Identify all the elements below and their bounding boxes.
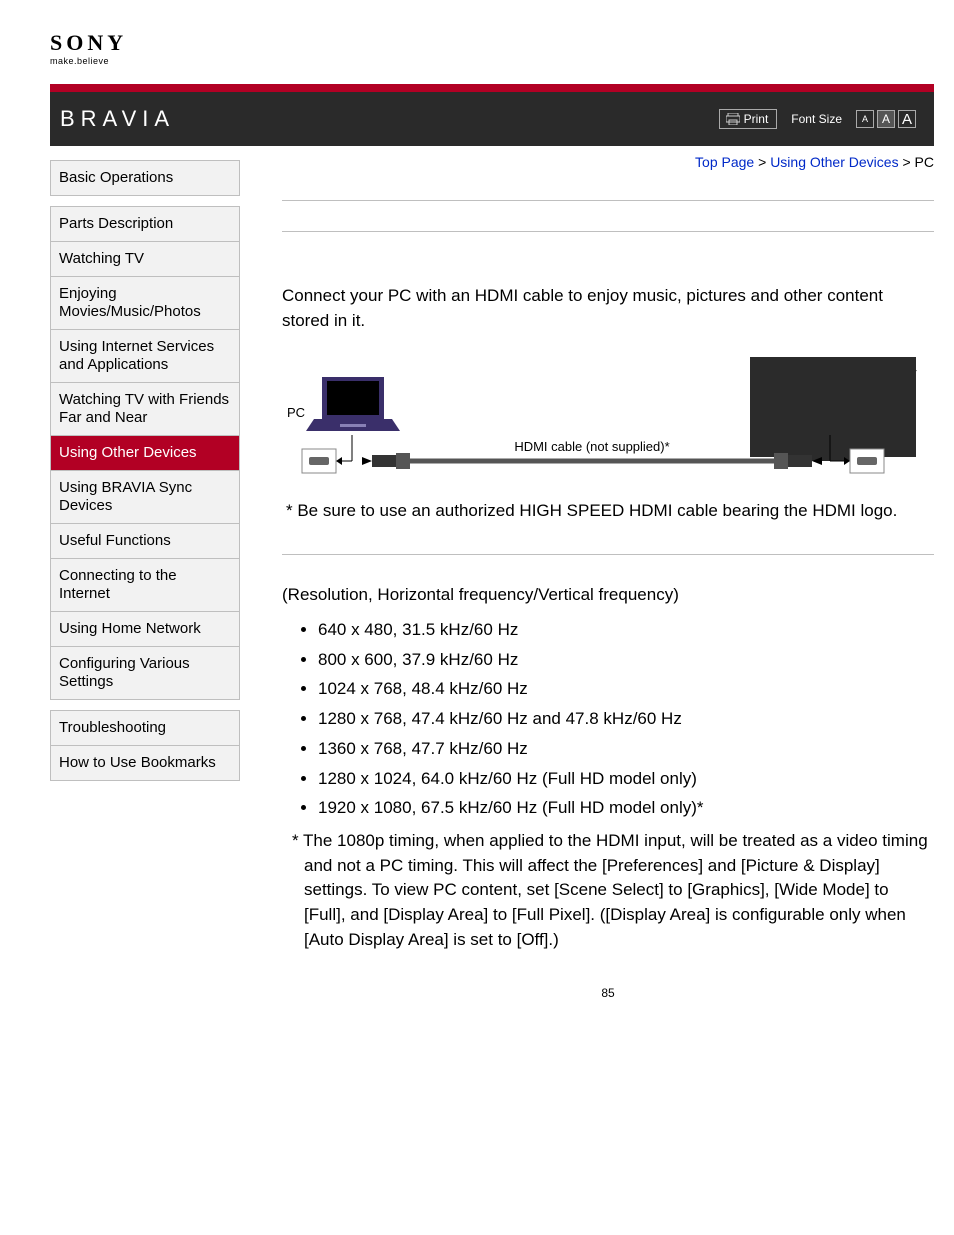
divider [282, 231, 934, 232]
header-bar: BRAVIA Print Font Size A A A [50, 92, 934, 146]
signal-item: 1024 x 768, 48.4 kHz/60 Hz [318, 674, 934, 704]
font-size-small[interactable]: A [856, 110, 874, 128]
font-size-label: Font Size [791, 112, 842, 126]
sidebar-item-connecting-internet[interactable]: Connecting to the Internet [51, 559, 239, 612]
signal-item: 800 x 600, 37.9 kHz/60 Hz [318, 645, 934, 675]
sidebar-item-parts-description[interactable]: Parts Description [51, 207, 239, 242]
intro-text: Connect your PC with an HDMI cable to en… [282, 284, 934, 333]
sidebar-item-bookmarks[interactable]: How to Use Bookmarks [51, 746, 239, 780]
connection-diagram: PC [282, 349, 922, 489]
page-number: 85 [282, 986, 934, 1000]
signal-header: (Resolution, Horizontal frequency/Vertic… [282, 585, 934, 605]
divider [282, 554, 934, 555]
print-label: Print [744, 112, 769, 126]
brand-logo: SONY make.believe [50, 30, 934, 66]
signal-item: 1920 x 1080, 67.5 kHz/60 Hz (Full HD mod… [318, 793, 934, 823]
font-size-large[interactable]: A [898, 110, 916, 128]
signal-list: 640 x 480, 31.5 kHz/60 Hz 800 x 600, 37.… [282, 615, 934, 823]
signal-item: 1280 x 1024, 64.0 kHz/60 Hz (Full HD mod… [318, 764, 934, 794]
sidebar: Basic Operations Parts Description Watch… [50, 160, 240, 1000]
main-content: Top Page > Using Other Devices > PC Conn… [240, 146, 934, 1000]
print-button[interactable]: Print [719, 109, 778, 129]
sidebar-item-watching-tv[interactable]: Watching TV [51, 242, 239, 277]
sidebar-group-basics: Basic Operations [50, 160, 240, 196]
font-size-medium[interactable]: A [877, 110, 895, 128]
sony-wordmark: SONY [50, 30, 934, 56]
print-icon [726, 113, 740, 125]
breadcrumb: Top Page > Using Other Devices > PC [282, 154, 934, 170]
signal-item: 1280 x 768, 47.4 kHz/60 Hz and 47.8 kHz/… [318, 704, 934, 734]
breadcrumb-section[interactable]: Using Other Devices [770, 154, 898, 170]
sidebar-item-configuring-settings[interactable]: Configuring Various Settings [51, 647, 239, 699]
breadcrumb-current: PC [915, 154, 934, 170]
signal-item: 1360 x 768, 47.7 kHz/60 Hz [318, 734, 934, 764]
bravia-logo: BRAVIA [60, 106, 175, 132]
laptop-icon [306, 377, 400, 431]
sony-tagline: make.believe [50, 56, 934, 66]
sidebar-item-troubleshooting[interactable]: Troubleshooting [51, 711, 239, 746]
red-accent-bar [50, 84, 934, 92]
sidebar-item-basic-operations[interactable]: Basic Operations [51, 161, 239, 195]
sidebar-item-watching-with-friends[interactable]: Watching TV with Friends Far and Near [51, 383, 239, 436]
sidebar-group-help: Troubleshooting How to Use Bookmarks [50, 710, 240, 781]
divider [282, 200, 934, 201]
sidebar-item-bravia-sync[interactable]: Using BRAVIA Sync Devices [51, 471, 239, 524]
sidebar-group-main: Parts Description Watching TV Enjoying M… [50, 206, 240, 700]
diagram-pc-label: PC [287, 405, 305, 420]
sidebar-item-internet-services[interactable]: Using Internet Services and Applications [51, 330, 239, 383]
sidebar-item-using-other-devices[interactable]: Using Other Devices [51, 436, 239, 471]
breadcrumb-top-page[interactable]: Top Page [695, 154, 754, 170]
sidebar-item-enjoying-media[interactable]: Enjoying Movies/Music/Photos [51, 277, 239, 330]
sidebar-item-useful-functions[interactable]: Useful Functions [51, 524, 239, 559]
diagram-cable-label: HDMI cable (not supplied)* [514, 439, 669, 454]
signal-footnote: * The 1080p timing, when applied to the … [282, 829, 934, 952]
sidebar-item-home-network[interactable]: Using Home Network [51, 612, 239, 647]
hdmi-note: * Be sure to use an authorized HIGH SPEE… [282, 499, 934, 524]
signal-item: 640 x 480, 31.5 kHz/60 Hz [318, 615, 934, 645]
